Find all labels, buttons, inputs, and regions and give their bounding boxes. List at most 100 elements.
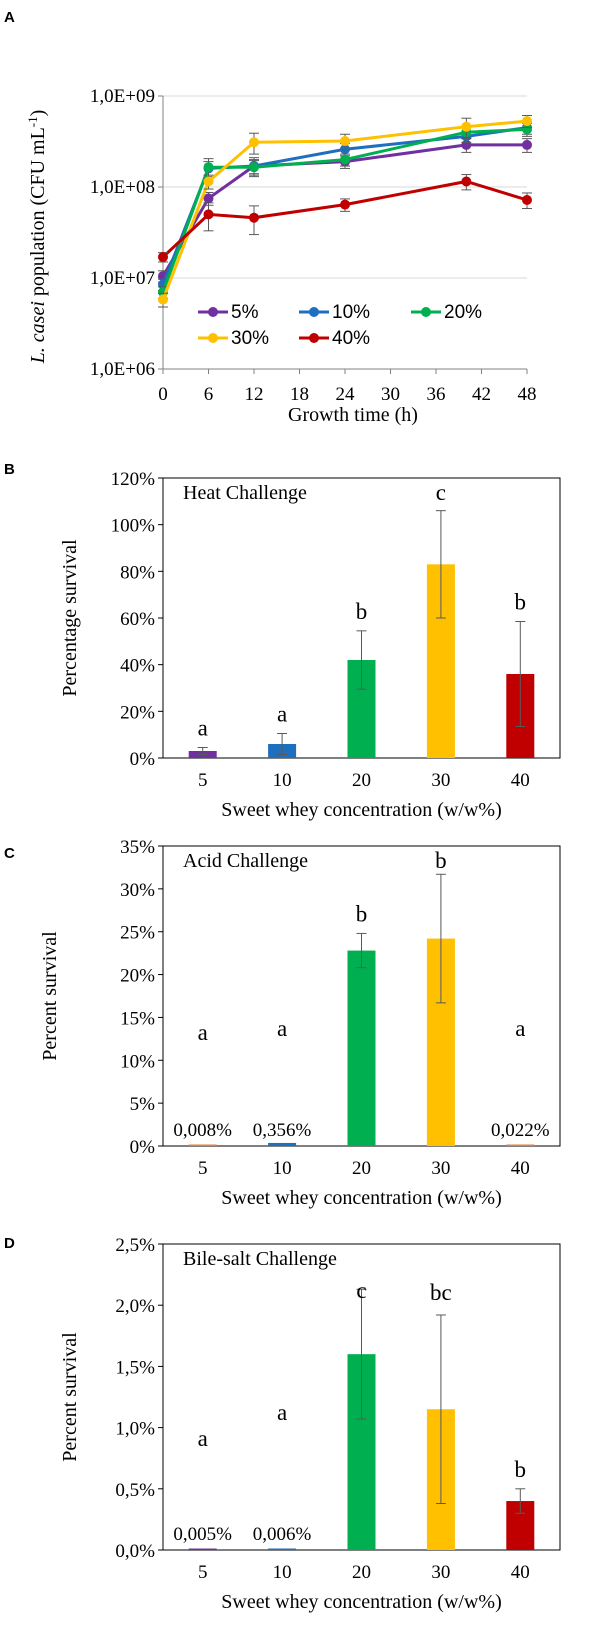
a-legend-marker	[309, 333, 319, 343]
a-y-title-rest: population (CFU mL	[27, 127, 49, 301]
a-legend-label: 30%	[231, 328, 269, 349]
a-point	[522, 116, 532, 127]
d-x-tick-label: 30	[431, 1562, 450, 1583]
a-x-tick-label: 48	[518, 384, 537, 405]
a-series-line-20%	[161, 127, 528, 293]
c-y-tick-label: 0%	[130, 1137, 156, 1158]
d-sig-letter: bc	[430, 1280, 452, 1305]
b-sig-letter: a	[277, 702, 287, 727]
chart-d-bile-bar: 0,0% 0,5% 1,0% 1,5% 2,0% 2,5% Bile-salt Challe…	[59, 1235, 561, 1613]
a-y-axis-title: L. casei population (CFU mL-1)	[25, 110, 49, 365]
a-point	[158, 252, 168, 263]
a-legend-marker	[309, 307, 319, 317]
a-point	[249, 137, 259, 148]
chart-a-line: 1,0E+06 1,0E+07 1,0E+08 1,0E+09 0 6 12 18 24 30 36…	[25, 86, 537, 426]
a-point	[249, 212, 259, 223]
a-point	[158, 294, 168, 305]
b-chart-title: Heat Challenge	[183, 482, 307, 504]
b-x-tick-label: 5	[198, 770, 208, 791]
a-point	[203, 162, 214, 173]
c-sig-letter: a	[515, 1016, 525, 1041]
b-y-tick-label: 120%	[111, 469, 156, 490]
b-x-tick-label: 20	[352, 770, 371, 791]
d-y-tick-label: 0,0%	[115, 1541, 155, 1562]
d-sig-letter: c	[356, 1278, 366, 1303]
c-x-tick-label: 10	[273, 1158, 292, 1179]
a-legend-marker	[421, 307, 431, 317]
d-y-tick-label: 1,0%	[115, 1419, 155, 1440]
c-y-tick-label: 30%	[120, 880, 155, 901]
a-point	[522, 139, 532, 150]
d-bar-10	[268, 1548, 297, 1550]
d-sig-letter: b	[515, 1457, 527, 1482]
c-x-tick-label: 20	[352, 1158, 371, 1179]
a-x-tick-label: 36	[427, 384, 446, 405]
a-point	[249, 162, 259, 173]
d-sig-letter: a	[277, 1400, 287, 1425]
b-sig-letter: b	[515, 590, 527, 615]
d-value-label: 0,005%	[173, 1524, 232, 1545]
c-bar-40	[506, 1144, 535, 1146]
a-x-tick-label: 30	[381, 384, 400, 405]
a-point	[522, 124, 532, 135]
b-x-axis-title: Sweet whey concentration (w/w%)	[221, 799, 501, 821]
c-value-label: 0,356%	[253, 1120, 312, 1141]
a-point	[461, 176, 472, 187]
d-x-tick-label: 40	[511, 1562, 530, 1583]
c-y-tick-label: 25%	[120, 923, 155, 944]
d-y-tick-label: 1,5%	[115, 1357, 155, 1378]
d-x-axis-title: Sweet whey concentration (w/w%)	[221, 1591, 501, 1613]
a-point	[461, 121, 472, 132]
d-y-tick-label: 0,5%	[115, 1480, 155, 1501]
a-x-axis-title: Growth time (h)	[288, 404, 418, 426]
a-legend-marker	[208, 333, 218, 343]
c-sig-letter: b	[435, 848, 447, 873]
a-x-tick-label: 24	[336, 384, 356, 405]
a-point	[203, 209, 214, 220]
c-x-tick-label: 40	[511, 1158, 530, 1179]
c-y-tick-label: 10%	[120, 1051, 155, 1072]
a-series-line-30%	[161, 119, 528, 301]
a-y-title-italic: L. casei	[27, 301, 49, 364]
d-y-tick-label: 2,5%	[115, 1235, 155, 1256]
b-y-tick-label: 20%	[120, 702, 155, 723]
b-x-tick-label: 40	[511, 770, 530, 791]
c-value-label: 0,008%	[173, 1120, 232, 1141]
chart-c-acid-bar: 0% 5% 10% 15% 20% 25% 30% 35% Acid Challenge a 0,0…	[39, 837, 561, 1209]
c-sig-letter: b	[356, 901, 368, 926]
d-x-tick-label: 10	[273, 1562, 292, 1583]
c-y-tick-label: 20%	[120, 966, 155, 987]
a-point	[203, 193, 214, 204]
c-x-tick-label: 5	[198, 1158, 208, 1179]
d-y-tick-label: 2,0%	[115, 1296, 155, 1317]
c-x-tick-label: 30	[431, 1158, 450, 1179]
d-sig-letter: a	[198, 1426, 208, 1451]
a-legend-label: 5%	[231, 302, 259, 323]
c-y-axis-title: Percent survival	[39, 931, 61, 1061]
chart-b-heat-bar: 0% 20% 40% 60% 80% 100% 120% Heat Challenge a 5 a 1…	[59, 469, 561, 821]
b-x-tick-label: 10	[273, 770, 292, 791]
b-y-tick-label: 100%	[111, 516, 156, 537]
a-point	[522, 194, 532, 205]
b-y-axis-title: Percentage survival	[59, 539, 81, 697]
b-sig-letter: c	[436, 480, 446, 505]
a-x-tick-label: 42	[472, 384, 491, 405]
a-legend-label: 40%	[332, 328, 370, 349]
c-bar-5	[188, 1144, 217, 1146]
a-legend-label: 20%	[444, 302, 482, 323]
a-series-line-40%	[161, 179, 528, 259]
b-y-tick-label: 40%	[120, 656, 155, 677]
d-x-tick-label: 5	[198, 1562, 208, 1583]
panel-letter-c: C	[4, 845, 15, 862]
a-point	[340, 136, 350, 147]
a-y-tick-label: 1,0E+08	[90, 177, 155, 198]
b-sig-letter: a	[198, 716, 208, 741]
d-x-tick-label: 20	[352, 1562, 371, 1583]
c-sig-letter: a	[277, 1016, 287, 1041]
a-y-title-sup: -1	[25, 116, 40, 127]
c-x-axis-title: Sweet whey concentration (w/w%)	[221, 1187, 501, 1209]
a-x-tick-label: 12	[245, 384, 264, 405]
a-legend-label: 10%	[332, 302, 370, 323]
d-bar-5	[188, 1548, 217, 1550]
d-chart-title: Bile-salt Challenge	[183, 1248, 337, 1270]
